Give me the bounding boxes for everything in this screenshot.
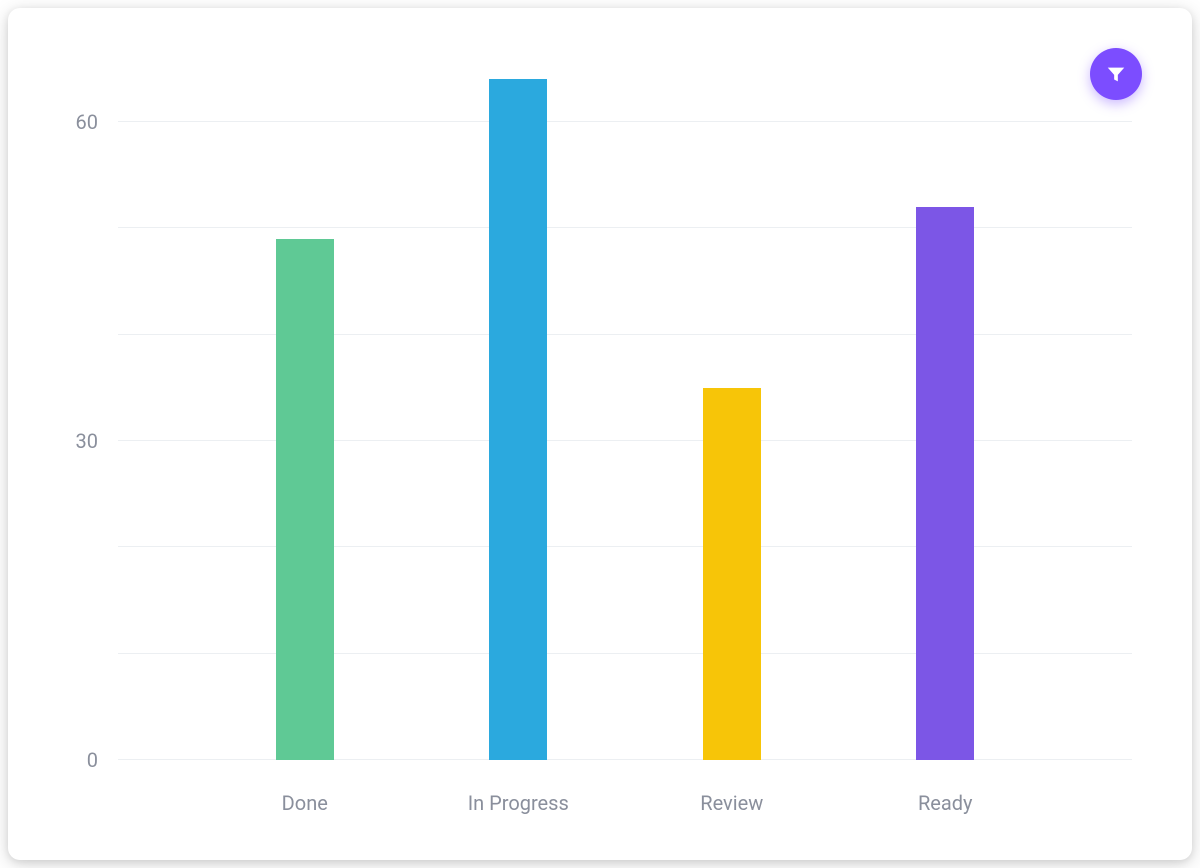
bar-slot	[412, 58, 626, 760]
bar-review[interactable]	[703, 388, 761, 760]
bar-slot	[839, 58, 1053, 760]
chart-plot-area: 03060	[118, 58, 1132, 760]
x-axis-labels: DoneIn ProgressReviewReady	[118, 791, 1132, 815]
bar-done[interactable]	[276, 239, 334, 760]
bar-slot	[625, 58, 839, 760]
x-axis-label: Done	[198, 791, 412, 815]
bar-ready[interactable]	[916, 207, 974, 760]
bars-container	[118, 58, 1132, 760]
x-axis-label: Ready	[839, 791, 1053, 815]
x-axis-label: Review	[625, 791, 839, 815]
y-axis-label: 60	[58, 110, 98, 134]
y-axis-label: 0	[58, 748, 98, 772]
y-axis-label: 30	[58, 429, 98, 453]
chart-card: 03060 DoneIn ProgressReviewReady	[8, 8, 1192, 860]
bar-slot	[198, 58, 412, 760]
x-axis-label: In Progress	[412, 791, 626, 815]
bar-in-progress[interactable]	[489, 79, 547, 760]
